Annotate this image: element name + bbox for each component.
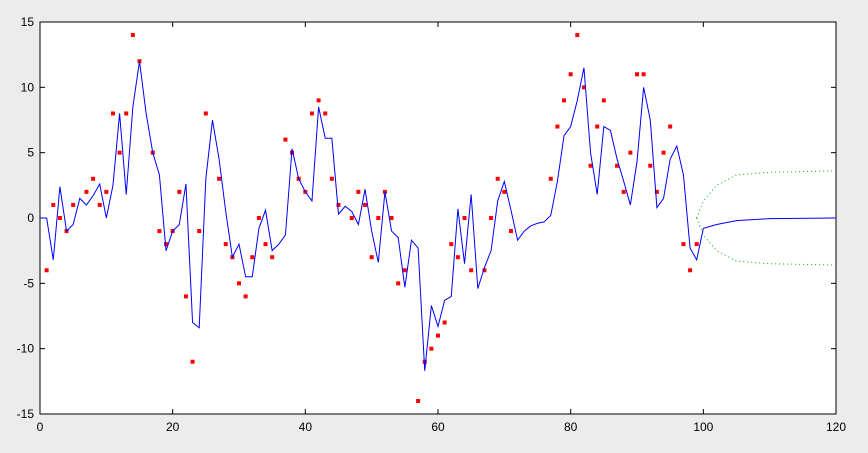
point [376,216,381,220]
y-tick-label: 5 [27,146,34,160]
point [44,268,49,273]
y-tick-label: -5 [23,276,34,290]
point [237,281,241,286]
y-tick-label: 0 [27,211,34,225]
point [495,176,500,181]
point [482,268,487,273]
point [223,242,228,247]
y-tick-label: 10 [21,80,35,94]
point [621,189,626,194]
point [601,98,606,103]
point [117,150,122,155]
point [309,111,314,116]
point [91,176,96,181]
point [449,242,454,247]
point [283,137,288,142]
point [661,150,666,155]
point [635,72,639,77]
point [462,216,467,220]
point [217,176,222,181]
point [489,216,494,220]
point [316,98,321,103]
point [648,163,653,168]
point [57,216,62,220]
point [336,202,341,207]
point [51,202,56,207]
x-tick-label: 80 [564,420,578,434]
point [595,124,600,129]
point [329,176,334,181]
x-tick-label: 0 [37,420,44,434]
x-tick-label: 120 [826,420,846,434]
point [71,202,76,207]
point [203,111,208,116]
point [190,359,195,364]
point [164,242,169,247]
point [157,229,162,234]
point [615,163,620,168]
point [183,294,188,299]
point [84,189,89,194]
point [568,72,573,77]
point [455,255,460,260]
point [270,255,275,260]
point [469,268,474,273]
point [555,124,560,129]
point [694,242,699,247]
point [641,72,646,77]
y-tick-label: -15 [17,407,35,421]
point [363,202,368,207]
line [40,61,837,371]
y-tick-label: -10 [17,342,35,356]
point [442,320,447,325]
point [110,111,115,116]
point [628,150,633,155]
point [97,202,102,207]
point [562,98,567,103]
point [197,229,202,234]
point [349,216,354,220]
point [588,163,593,168]
x-tick-label: 60 [431,420,445,434]
point [575,33,580,38]
x-tick-label: 40 [299,420,313,434]
point [688,268,693,273]
point [250,255,255,260]
point [243,294,248,299]
point [402,268,407,273]
point [356,189,361,194]
point [130,33,135,38]
point [668,124,673,129]
point [548,176,553,181]
point [256,216,261,220]
point [369,255,374,260]
x-tick-label: 20 [166,420,180,434]
point [323,111,328,116]
point [177,189,182,194]
point [263,242,268,247]
point [436,333,440,338]
point [429,346,434,351]
point [396,281,401,286]
plot-area [39,21,837,415]
y-tick-label: 15 [21,15,35,29]
point [124,111,129,116]
point [508,229,513,234]
point [654,189,659,194]
point [681,242,686,247]
point [104,189,109,194]
point [502,189,507,194]
point [416,398,421,403]
x-tick-label: 100 [693,420,713,434]
point [389,216,394,220]
point [581,85,586,90]
